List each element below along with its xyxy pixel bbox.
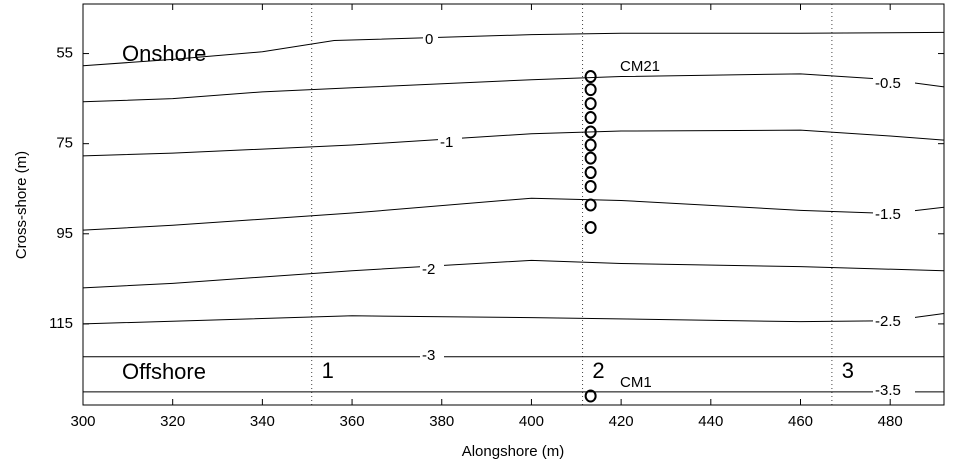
station-marker	[584, 97, 597, 111]
axes-box	[82, 3, 945, 406]
x-tick-label: 360	[340, 413, 365, 430]
y-tick-label: 115	[49, 315, 73, 332]
contour-label: -2.5	[875, 313, 901, 330]
transect-label: 2	[592, 358, 604, 383]
station-marker	[584, 389, 597, 403]
contour-label: -1.5	[875, 206, 901, 223]
annotation-bg	[618, 374, 657, 392]
x-tick-label: 420	[609, 413, 634, 430]
contour-line	[82, 259, 945, 289]
y-tick-label: 95	[56, 225, 73, 242]
station-marker	[584, 166, 597, 180]
contour-line	[82, 73, 945, 103]
station-marker	[584, 111, 597, 125]
annotation: Onshore	[122, 41, 206, 66]
annotation-bg	[120, 43, 217, 67]
x-tick-label: 380	[429, 413, 454, 430]
x-tick-label: 460	[788, 413, 813, 430]
station-marker	[584, 220, 597, 234]
station-marker	[584, 125, 597, 139]
station-marker	[584, 83, 597, 97]
annotation: CM21	[620, 58, 660, 75]
x-tick-label: 300	[70, 413, 95, 430]
x-tick-label: 480	[878, 413, 903, 430]
x-tick-label: 340	[250, 413, 275, 430]
contour-label: -0.5	[875, 75, 901, 92]
annotation: Offshore	[122, 359, 206, 384]
contour-label-bg	[873, 207, 915, 223]
contour-label-bg	[420, 262, 444, 278]
x-axis-label: Alongshore (m)	[462, 443, 565, 460]
contour-label-bg	[420, 348, 444, 364]
contour-label-bg	[873, 314, 915, 330]
annotation-bg	[120, 361, 217, 385]
contour-line	[82, 129, 945, 157]
contour-label: -3	[422, 347, 435, 364]
contour-label: -2	[422, 261, 435, 278]
contour-label-bg	[423, 32, 438, 48]
station-marker	[584, 70, 597, 84]
x-tick-label: 400	[519, 413, 544, 430]
x-tick-label: 440	[698, 413, 723, 430]
transect-label: 1	[322, 358, 334, 383]
annotation: CM1	[620, 374, 652, 391]
transect-label: 3	[842, 358, 854, 383]
station-marker	[584, 138, 597, 152]
y-axis-label: Cross-shore (m)	[13, 151, 30, 259]
station-marker	[584, 179, 597, 193]
contour-label: 0	[425, 31, 433, 48]
annotation-bg	[618, 58, 657, 76]
contour-label: -1	[440, 134, 453, 151]
station-marker	[584, 198, 597, 212]
contour-label: -3.5	[875, 382, 901, 399]
y-tick-label: 75	[56, 135, 73, 152]
contour-label-bg	[438, 135, 462, 151]
contour-label-bg	[873, 383, 915, 399]
x-tick-label: 320	[160, 413, 185, 430]
contour-label-bg	[873, 76, 915, 92]
station-marker	[584, 151, 597, 165]
plot-area	[83, 4, 944, 405]
y-tick-label: 55	[56, 45, 73, 62]
